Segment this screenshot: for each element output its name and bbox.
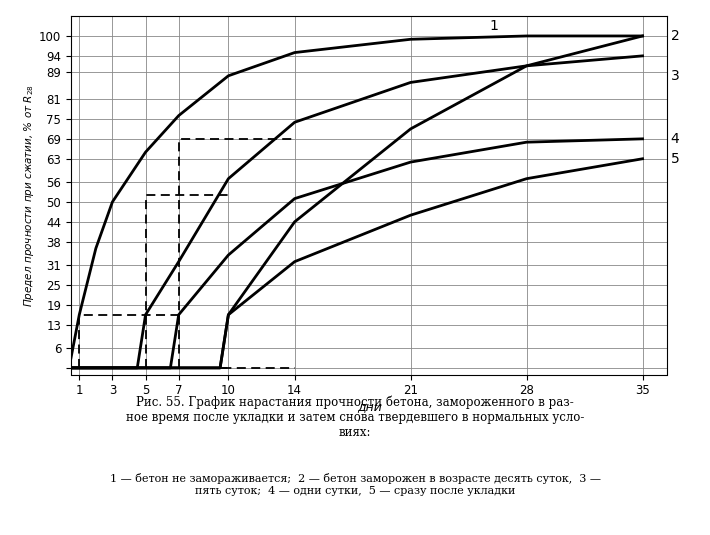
Text: 3: 3 <box>671 69 679 83</box>
Text: Рис. 55. График нарастания прочности бетона, замороженного в раз-
ное время посл: Рис. 55. График нарастания прочности бет… <box>126 396 584 439</box>
Text: 5: 5 <box>671 152 679 166</box>
X-axis label: дни: дни <box>356 400 382 413</box>
Text: 1 — бетон не замораживается;  2 — бетон заморожен в возрасте десять суток,  3 —
: 1 — бетон не замораживается; 2 — бетон з… <box>109 473 601 496</box>
Y-axis label: Предел прочности при сжатии, % от $R_{28}$: Предел прочности при сжатии, % от $R_{28… <box>22 84 36 307</box>
Text: 1: 1 <box>489 19 498 33</box>
Text: 2: 2 <box>671 29 679 43</box>
Text: 4: 4 <box>671 132 679 146</box>
